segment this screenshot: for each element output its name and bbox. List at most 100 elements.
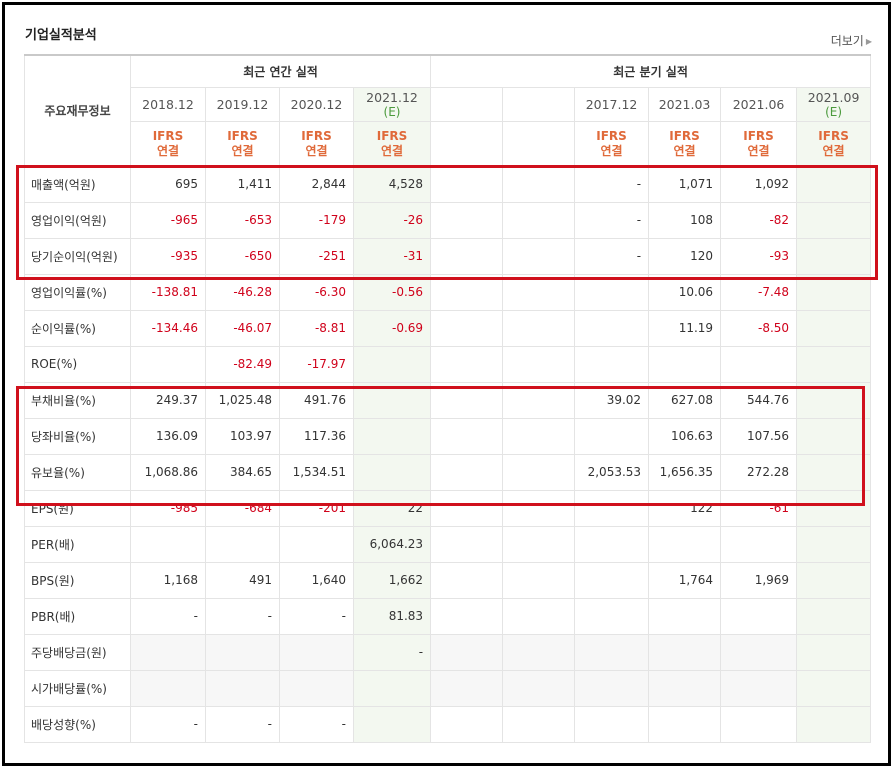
value-cell	[574, 273, 650, 311]
value-cell	[648, 525, 722, 563]
value-cell	[796, 237, 872, 275]
row-label: BPS(원)	[24, 561, 131, 599]
value-cell: 103.97	[205, 417, 280, 455]
table-row: 주당배당금(원) -	[24, 633, 872, 671]
row-label: EPS(원)	[24, 489, 131, 527]
value-cell	[130, 669, 206, 707]
value-cell: 2,844	[279, 165, 354, 203]
value-cell	[502, 489, 576, 527]
table-row: PBR(배) - - -81.83	[24, 597, 872, 635]
value-cell	[502, 525, 576, 563]
value-cell: 1,068.86	[130, 453, 206, 491]
value-cell: 627.08	[648, 381, 722, 419]
value-cell	[720, 705, 798, 743]
year-header: 2021.09 (E)	[796, 86, 872, 122]
value-cell: -46.28	[205, 273, 280, 311]
value-cell: 120	[648, 237, 722, 275]
value-cell	[574, 309, 650, 347]
ifrs-label: IFRS	[743, 128, 774, 143]
value-cell	[430, 417, 504, 455]
value-cell: -653	[205, 201, 280, 239]
value-cell	[796, 597, 872, 635]
value-cell	[648, 705, 722, 743]
value-cell	[796, 201, 872, 239]
value-cell	[796, 489, 872, 527]
table-row: 부채비율(%) 249.37 1,025.48 491.76 39.02 627.08 54…	[24, 381, 872, 419]
value-cell: 1,071	[648, 165, 722, 203]
table-row: 시가배당률(%)	[24, 669, 872, 707]
ifrs-label: IFRS	[596, 128, 627, 143]
value-cell	[502, 273, 576, 311]
table-row: 순이익률(%) -134.46 -46.07 -8.81 -0.69 11.19 -8.50	[24, 309, 872, 347]
chevron-right-icon: ▶	[865, 37, 872, 46]
ifrs-header	[502, 120, 576, 167]
ifrs-label: IFRS	[818, 128, 849, 143]
year-header: 2017.12	[574, 86, 650, 122]
value-cell: 117.36	[279, 417, 354, 455]
value-cell	[502, 597, 576, 635]
value-cell	[796, 345, 872, 383]
table-row: 매출액(억원) 695 1,411 2,844 4,528 -1,071 1,092	[24, 165, 872, 203]
ifrs-label: IFRS	[669, 128, 700, 143]
value-cell: -985	[130, 489, 206, 527]
value-cell: 695	[130, 165, 206, 203]
row-label: 주당배당금(원)	[24, 633, 131, 671]
row-label: 영업이익(억원)	[24, 201, 131, 239]
value-cell	[279, 525, 354, 563]
row-label: 배당성향(%)	[24, 705, 131, 743]
consolidated-label: 연결	[822, 143, 845, 158]
row-label: 유보율(%)	[24, 453, 131, 491]
consolidated-label: 연결	[380, 143, 404, 158]
more-label: 더보기	[830, 34, 864, 48]
value-cell: 1,662	[352, 561, 432, 599]
value-cell: -	[205, 705, 280, 743]
year-label: 2021.06	[732, 96, 785, 112]
estimate-mark: (E)	[383, 104, 401, 119]
section-title: 기업실적분석	[25, 28, 97, 43]
ifrs-label: IFRS	[227, 128, 258, 143]
consolidated-label: 연결	[156, 143, 180, 158]
value-cell: 108	[648, 201, 722, 239]
value-cell: 1,969	[720, 561, 798, 599]
value-cell: -82	[720, 201, 798, 239]
value-cell: -6.30	[279, 273, 354, 311]
value-cell: 544.76	[720, 381, 798, 419]
table-row: 당기순이익(억원) -935 -650 -251 -31 -120 -93	[24, 237, 872, 275]
value-cell: 384.65	[205, 453, 280, 491]
value-cell	[574, 705, 650, 743]
value-cell	[574, 417, 650, 455]
value-cell: -93	[720, 237, 798, 275]
value-cell	[430, 381, 504, 419]
value-cell: -	[352, 633, 432, 671]
value-cell	[648, 633, 722, 671]
value-cell	[205, 633, 280, 671]
year-header: 2021.12 (E)	[352, 86, 432, 122]
value-cell	[648, 669, 722, 707]
value-cell: -	[279, 597, 354, 635]
table-row: 당좌비율(%) 136.09 103.97 117.36 106.63 107.56	[24, 417, 872, 455]
consolidated-label: 연결	[747, 143, 770, 158]
value-cell: -650	[205, 237, 280, 275]
table-row: 배당성향(%) - - -	[24, 705, 872, 743]
year-label: 2021.12	[366, 89, 418, 105]
value-cell: -82.49	[205, 345, 280, 383]
value-cell	[648, 345, 722, 383]
row-header: 주요재무정보	[24, 54, 131, 167]
value-cell	[796, 525, 872, 563]
value-cell: -	[205, 597, 280, 635]
year-header: 2019.12	[205, 86, 280, 122]
more-link[interactable]: 더보기 ▶	[831, 32, 872, 49]
value-cell: 249.37	[130, 381, 206, 419]
table-row: ROE(%) -82.49 -17.97	[24, 345, 872, 383]
value-cell: 106.63	[648, 417, 722, 455]
value-cell: -138.81	[130, 273, 206, 311]
ifrs-header: IFRS 연결	[279, 120, 354, 167]
value-cell	[574, 489, 650, 527]
value-cell: 1,168	[130, 561, 206, 599]
value-cell	[430, 165, 504, 203]
value-cell: 1,534.51	[279, 453, 354, 491]
value-cell: 1,656.35	[648, 453, 722, 491]
ifrs-label: IFRS	[152, 128, 184, 143]
year-header: 2021.03	[648, 86, 722, 122]
year-label: 2017.12	[585, 96, 638, 112]
